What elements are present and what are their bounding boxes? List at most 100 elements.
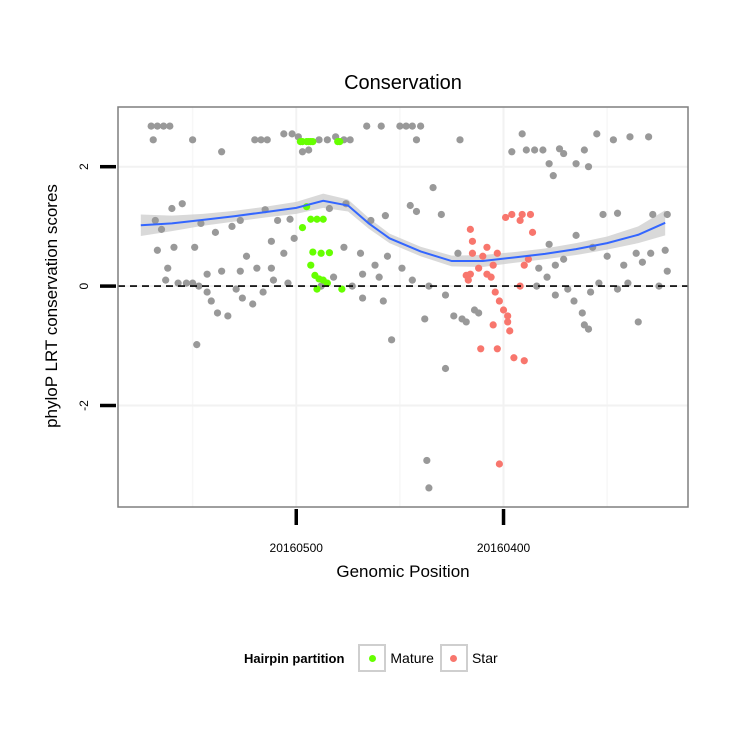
data-point-other	[358, 294, 367, 302]
data-point-other	[182, 279, 190, 287]
data-point-mature	[323, 279, 331, 287]
data-point-star	[516, 216, 524, 225]
legend-label-mature: Mature	[390, 650, 434, 666]
data-point-other	[211, 228, 220, 236]
data-point-other	[425, 282, 433, 290]
data-point-other	[363, 122, 371, 130]
data-point-other	[383, 252, 392, 260]
data-point-star	[487, 273, 495, 281]
data-point-other	[533, 282, 541, 290]
data-point-other	[417, 122, 425, 130]
data-point-other	[149, 136, 157, 144]
data-point-other	[663, 210, 671, 219]
data-point-other	[251, 136, 259, 144]
data-point-star	[493, 345, 501, 353]
data-point-star	[504, 318, 512, 326]
data-point-star	[504, 312, 512, 320]
data-point-other	[402, 122, 410, 130]
y-tick-label: 0	[77, 282, 91, 289]
data-point-other	[274, 216, 282, 225]
data-point-other	[356, 249, 365, 257]
legend: Hairpin partition Mature Star	[244, 642, 504, 674]
legend-title: Hairpin partition	[244, 650, 345, 666]
data-point-other	[545, 240, 553, 248]
data-point-star	[518, 210, 526, 219]
data-point-other	[218, 267, 226, 275]
data-point-other	[371, 261, 379, 269]
data-point-star	[524, 255, 533, 263]
data-point-star	[508, 210, 516, 219]
data-point-other	[267, 237, 275, 245]
data-point-other	[315, 136, 323, 144]
data-point-other	[153, 246, 161, 254]
data-point-other	[340, 243, 348, 251]
data-point-other	[412, 136, 421, 144]
data-point-star	[520, 261, 528, 269]
data-point-other	[178, 200, 186, 208]
data-point-mature	[325, 249, 334, 257]
data-point-other	[441, 291, 450, 299]
data-point-mature	[336, 138, 344, 146]
data-point-other	[423, 456, 431, 465]
data-point-mature	[298, 223, 307, 232]
data-point-other	[269, 276, 278, 284]
data-point-other	[429, 183, 437, 192]
data-point-other	[421, 315, 429, 323]
data-point-other	[543, 273, 551, 281]
data-point-other	[236, 267, 244, 275]
data-point-other	[367, 216, 375, 225]
data-point-other	[626, 133, 634, 141]
data-point-other	[555, 145, 564, 153]
data-point-star	[464, 276, 472, 284]
data-point-other	[456, 136, 464, 144]
data-point-other	[195, 282, 203, 290]
data-point-other	[560, 149, 568, 158]
data-point-mature	[319, 215, 327, 223]
data-point-other	[288, 130, 296, 138]
data-point-other	[564, 285, 572, 293]
data-point-star	[528, 228, 537, 236]
data-point-other	[570, 297, 578, 305]
data-point-other	[412, 207, 421, 216]
points-mature	[296, 138, 346, 293]
chart-title: Conservation	[344, 72, 462, 94]
data-point-other	[475, 309, 483, 317]
data-point-star	[493, 249, 501, 257]
data-point-other	[193, 341, 201, 349]
data-point-other	[329, 273, 338, 281]
data-point-other	[599, 210, 607, 219]
data-point-other	[572, 160, 580, 168]
points-star	[462, 210, 537, 468]
data-point-other	[151, 216, 159, 225]
data-point-other	[620, 261, 628, 269]
data-point-other	[280, 249, 288, 257]
data-point-other	[539, 146, 547, 154]
data-point-other	[203, 270, 211, 278]
data-point-other	[551, 261, 559, 269]
data-point-other	[661, 246, 669, 254]
data-point-star	[495, 460, 503, 468]
plot-panel	[118, 107, 688, 507]
legend-item-mature: Mature	[358, 644, 434, 672]
data-point-other	[551, 291, 559, 299]
data-point-star	[483, 243, 491, 251]
data-point-other	[174, 279, 182, 287]
data-point-other	[377, 122, 385, 130]
plot-border	[117, 106, 689, 508]
data-point-other	[425, 484, 433, 492]
grid-minor	[191, 107, 608, 507]
data-point-other	[147, 122, 155, 130]
data-point-star	[520, 357, 528, 365]
data-point-other	[157, 225, 166, 233]
data-point-other	[267, 264, 275, 272]
data-point-other	[286, 215, 294, 223]
x-tick-label: 20160500	[270, 541, 324, 555]
data-point-other	[325, 204, 334, 213]
data-point-other	[450, 312, 458, 320]
data-point-mature	[338, 285, 346, 293]
data-point-other	[253, 264, 261, 272]
smooth-trend-line	[140, 199, 666, 263]
data-point-other	[634, 318, 642, 326]
data-point-other	[406, 201, 414, 210]
